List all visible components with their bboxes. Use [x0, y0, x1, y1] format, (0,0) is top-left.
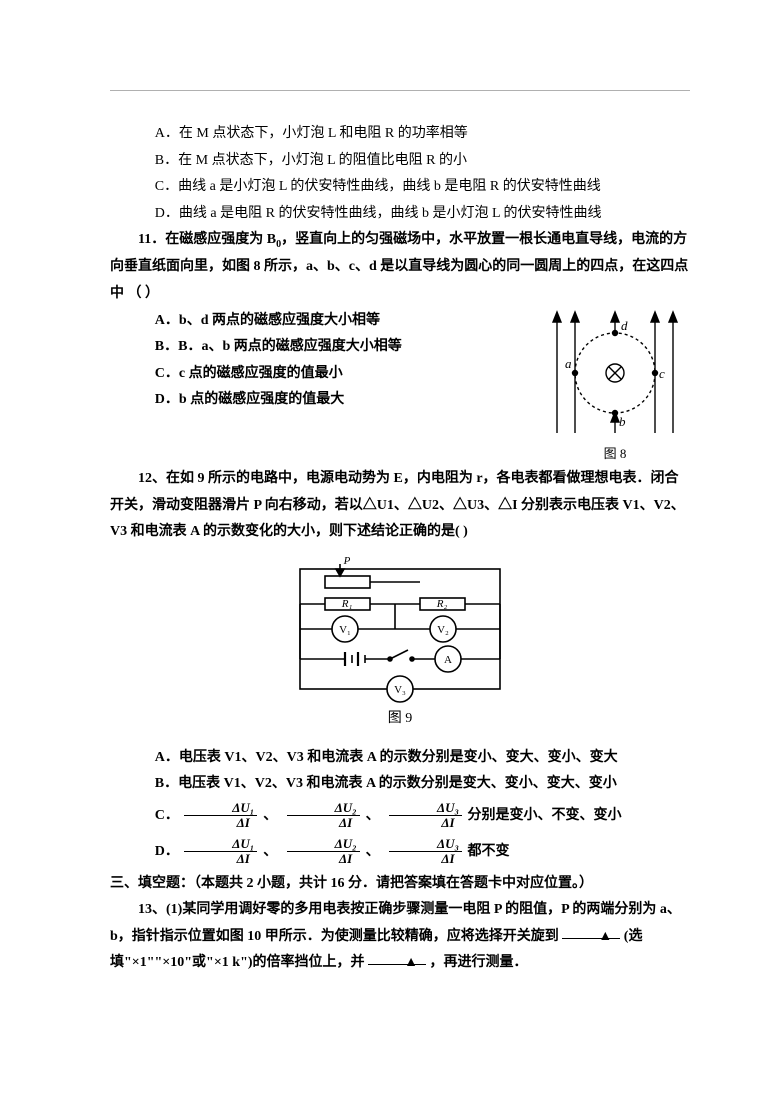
option-text: C．c 点的磁感应强度的值最小 — [155, 366, 343, 381]
separator: 、 — [263, 808, 277, 823]
q10-option-b: B．在 M 点状态下，小灯泡 L 的阻值比电阻 R 的小 — [110, 148, 690, 175]
fraction-2: ΔU₂ΔI — [287, 837, 360, 867]
fill-blank-1[interactable]: ▲ — [562, 924, 620, 939]
stem-text: 12、在如 9 所示的电路中，电源电动势为 E，内电阻为 r，各电表都看做理想电… — [110, 471, 685, 539]
q11-option-c: C．c 点的磁感应强度的值最小 — [110, 361, 528, 388]
option-text: A．电压表 V1、V2、V3 和电流表 A 的示数分别是变小、变大、变小、变大 — [155, 750, 618, 765]
option-lead: D． — [155, 844, 179, 859]
separator: 、 — [263, 844, 277, 859]
option-text: C．曲线 a 是小灯泡 L 的伏安特性曲线，曲线 b 是电阻 R 的伏安特性曲线 — [155, 179, 601, 194]
option-text: B．B．a、b 两点的磁感应强度大小相等 — [155, 339, 402, 354]
label-a: A — [444, 654, 452, 666]
q11-row: A．b、d 两点的磁感应强度大小相等 B．B．a、b 两点的磁感应强度大小相等 … — [110, 308, 690, 467]
figure-8: a b c d 图 8 — [540, 308, 690, 467]
option-tail: 分别是变小、不变、变小 — [468, 808, 622, 823]
figure-9-svg: P R₁ R₂ V₁ V₂ A V₃ — [280, 554, 520, 704]
label-r2: R₂ — [436, 598, 448, 610]
q10-option-a: A．在 M 点状态下，小灯泡 L 和电阻 R 的功率相等 — [110, 121, 690, 148]
q11-option-a: A．b、d 两点的磁感应强度大小相等 — [110, 308, 528, 335]
q11-stem: 11．在磁感应强度为 B0，竖直向上的匀强磁场中，水平放置一根长通电直导线，电流… — [110, 227, 690, 307]
separator: 、 — [366, 808, 380, 823]
option-text: D．b 点的磁感应强度的值最大 — [155, 392, 344, 407]
figure-9-caption: 图 9 — [110, 706, 690, 733]
option-text: D．曲线 a 是电阻 R 的伏安特性曲线，曲线 b 是小灯泡 L 的伏安特性曲线 — [155, 206, 602, 221]
option-text: A．b、d 两点的磁感应强度大小相等 — [155, 313, 380, 328]
label-v1: V₁ — [339, 624, 351, 636]
section-3-heading: 三、填空题：（本题共 2 小题，共计 16 分．请把答案填在答题卡中对应位置。） — [110, 871, 690, 898]
q10-option-d: D．曲线 a 是电阻 R 的伏安特性曲线，曲线 b 是小灯泡 L 的伏安特性曲线 — [110, 201, 690, 228]
option-tail: 都不变 — [468, 844, 510, 859]
fraction-1: ΔU₁ΔI — [184, 837, 257, 867]
label-v2: V₂ — [437, 624, 449, 636]
fill-blank-2[interactable]: ▲ — [368, 950, 426, 965]
q10-option-c: C．曲线 a 是小灯泡 L 的伏安特性曲线，曲线 b 是电阻 R 的伏安特性曲线 — [110, 174, 690, 201]
option-lead: C． — [155, 808, 179, 823]
label-c: c — [659, 366, 665, 381]
q11-option-d: D．b 点的磁感应强度的值最大 — [110, 387, 528, 414]
fraction-3: ΔU₃ΔI — [389, 837, 462, 867]
fraction-1: ΔU₁ΔI — [184, 801, 257, 831]
stem-text-c: ，再进行测量． — [430, 955, 528, 970]
fraction-3: ΔU₃ΔI — [389, 801, 462, 831]
q12-option-d: D． ΔU₁ΔI 、 ΔU₂ΔI 、 ΔU₃ΔI 都不变 — [110, 834, 690, 870]
label-r1: R₁ — [341, 598, 353, 610]
stem-text-a: 11．在磁感应强度为 B — [138, 232, 276, 247]
header-rule — [110, 90, 690, 91]
figure-8-svg: a b c d — [545, 308, 685, 438]
label-v3: V₃ — [394, 684, 406, 696]
figure-9: P R₁ R₂ V₁ V₂ A V₃ 图 9 — [110, 554, 690, 733]
q12-stem: 12、在如 9 所示的电路中，电源电动势为 E，内电阻为 r，各电表都看做理想电… — [110, 466, 690, 546]
q12-option-c: C． ΔU₁ΔI 、 ΔU₂ΔI 、 ΔU₃ΔI 分别是变小、不变、变小 — [110, 798, 690, 834]
q12-option-a: A．电压表 V1、V2、V3 和电流表 A 的示数分别是变小、变大、变小、变大 — [110, 745, 690, 772]
option-text: B．电压表 V1、V2、V3 和电流表 A 的示数分别是变大、变小、变大、变小 — [155, 776, 617, 791]
figure-8-caption: 图 8 — [540, 442, 690, 467]
option-text: A．在 M 点状态下，小灯泡 L 和电阻 R 的功率相等 — [155, 126, 468, 141]
label-p: P — [343, 555, 351, 567]
separator: 、 — [366, 844, 380, 859]
label-d: d — [621, 318, 628, 333]
q11-option-b: B．B．a、b 两点的磁感应强度大小相等 — [110, 334, 528, 361]
label-a: a — [565, 356, 572, 371]
q13-stem: 13、(1)某同学用调好零的多用电表按正确步骤测量一电阻 P 的阻值，P 的两端… — [110, 897, 690, 977]
label-b: b — [619, 414, 626, 429]
option-text: B．在 M 点状态下，小灯泡 L 的阻值比电阻 R 的小 — [155, 153, 467, 168]
q11-options: A．b、d 两点的磁感应强度大小相等 B．B．a、b 两点的磁感应强度大小相等 … — [110, 308, 528, 414]
fraction-2: ΔU₂ΔI — [287, 801, 360, 831]
q12-option-b: B．电压表 V1、V2、V3 和电流表 A 的示数分别是变大、变小、变大、变小 — [110, 771, 690, 798]
heading-text: 三、填空题：（本题共 2 小题，共计 16 分．请把答案填在答题卡中对应位置。） — [110, 876, 593, 891]
document-page: A．在 M 点状态下，小灯泡 L 和电阻 R 的功率相等 B．在 M 点状态下，… — [0, 0, 780, 1037]
